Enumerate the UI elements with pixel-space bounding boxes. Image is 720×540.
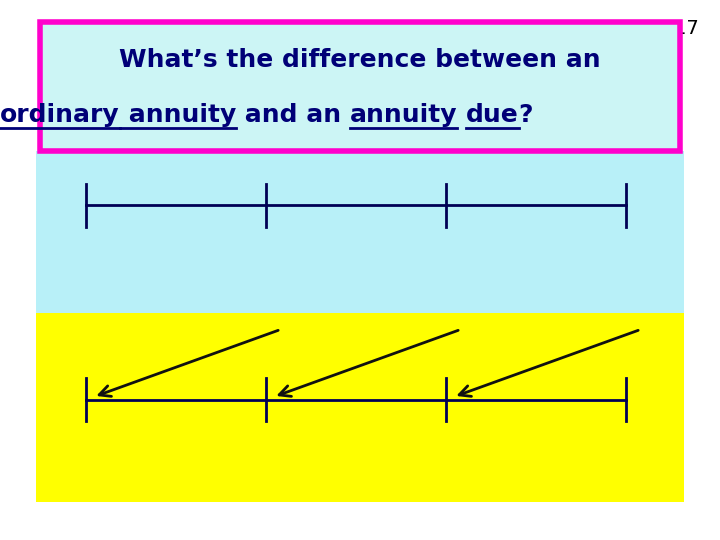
Text: 7 - 17: 7 - 17 xyxy=(642,19,698,38)
Text: and an: and an xyxy=(236,103,350,127)
Text: annuity: annuity xyxy=(120,103,236,127)
Text: due: due xyxy=(466,103,518,127)
Bar xyxy=(36,313,684,502)
Text: ordinary: ordinary xyxy=(0,103,120,127)
Text: annuity: annuity xyxy=(350,103,457,127)
Bar xyxy=(36,151,684,313)
Text: What’s the difference between an: What’s the difference between an xyxy=(120,49,600,72)
Text: ?: ? xyxy=(518,103,534,127)
FancyBboxPatch shape xyxy=(40,22,680,151)
Text: ordinary annuity and an annuity due?: ordinary annuity and an annuity due? xyxy=(0,539,1,540)
